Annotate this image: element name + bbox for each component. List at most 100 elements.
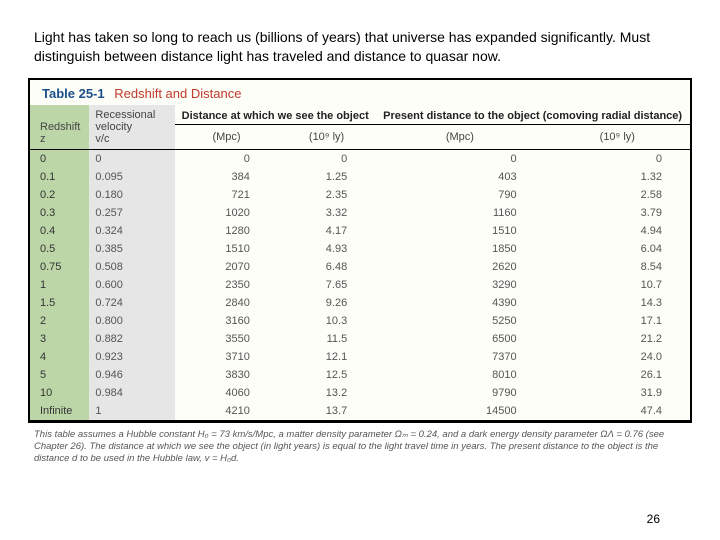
redshift-table: Redshift z Recessional velocity v/c Dist… [30, 105, 690, 421]
table-row: 0.10.0953841.254031.32 [30, 168, 690, 186]
cell-z: 0.3 [30, 204, 89, 222]
col-sub-mpc-1: (Mpc) [175, 124, 278, 149]
table-row: 0.30.25710203.3211603.79 [30, 204, 690, 222]
cell-z: 0.1 [30, 168, 89, 186]
cell-d1-mpc: 3830 [175, 366, 278, 384]
cell-vc: 0.984 [89, 384, 175, 402]
table-row: 0.40.32412804.1715104.94 [30, 222, 690, 240]
cell-d2-ly: 1.32 [545, 168, 690, 186]
cell-d1-mpc: 0 [175, 149, 278, 168]
cell-vc: 0.257 [89, 204, 175, 222]
cell-z: 0.75 [30, 258, 89, 276]
col-group-seen-distance: Distance at which we see the object [175, 105, 375, 125]
cell-d2-mpc: 4390 [375, 294, 544, 312]
cell-d1-mpc: 2070 [175, 258, 278, 276]
cell-d1-ly: 7.65 [278, 276, 375, 294]
col-sub-ly-2: (10⁹ ly) [545, 124, 690, 149]
cell-vc: 0.095 [89, 168, 175, 186]
cell-d2-mpc: 5250 [375, 312, 544, 330]
table-row: 100.984406013.2979031.9 [30, 384, 690, 402]
cell-d2-ly: 31.9 [545, 384, 690, 402]
cell-vc: 0.800 [89, 312, 175, 330]
cell-d2-mpc: 403 [375, 168, 544, 186]
cell-d1-ly: 12.5 [278, 366, 375, 384]
cell-z: 5 [30, 366, 89, 384]
cell-d2-ly: 8.54 [545, 258, 690, 276]
cell-d1-ly: 4.17 [278, 222, 375, 240]
table-row: 000000 [30, 149, 690, 168]
col-header-redshift: Redshift z [30, 105, 89, 150]
cell-d1-ly: 4.93 [278, 240, 375, 258]
cell-d2-ly: 3.79 [545, 204, 690, 222]
table-row: 40.923371012.1737024.0 [30, 348, 690, 366]
cell-d2-mpc: 8010 [375, 366, 544, 384]
cell-d2-ly: 4.94 [545, 222, 690, 240]
cell-d2-ly: 0 [545, 149, 690, 168]
cell-d2-ly: 47.4 [545, 402, 690, 421]
cell-d2-ly: 2.58 [545, 186, 690, 204]
cell-z: Infinite [30, 402, 89, 421]
cell-z: 0 [30, 149, 89, 168]
cell-vc: 0 [89, 149, 175, 168]
cell-d2-ly: 6.04 [545, 240, 690, 258]
cell-vc: 0.508 [89, 258, 175, 276]
table-title: Table 25-1 Redshift and Distance [30, 80, 690, 105]
table-row: 50.946383012.5801026.1 [30, 366, 690, 384]
table-row: Infinite1421013.71450047.4 [30, 402, 690, 421]
cell-vc: 0.600 [89, 276, 175, 294]
cell-vc: 1 [89, 402, 175, 421]
table-row: 0.20.1807212.357902.58 [30, 186, 690, 204]
cell-d1-ly: 1.25 [278, 168, 375, 186]
cell-d1-mpc: 1510 [175, 240, 278, 258]
cell-z: 3 [30, 330, 89, 348]
cell-d1-mpc: 721 [175, 186, 278, 204]
table-number: Table 25-1 [42, 86, 105, 101]
table-row: 20.800316010.3525017.1 [30, 312, 690, 330]
cell-vc: 0.923 [89, 348, 175, 366]
cell-d1-ly: 13.2 [278, 384, 375, 402]
cell-d2-mpc: 790 [375, 186, 544, 204]
slide-caption: Light has taken so long to reach us (bil… [0, 0, 720, 78]
cell-d1-ly: 6.48 [278, 258, 375, 276]
cell-d1-ly: 2.35 [278, 186, 375, 204]
cell-d2-mpc: 0 [375, 149, 544, 168]
cell-d1-mpc: 3710 [175, 348, 278, 366]
cell-vc: 0.882 [89, 330, 175, 348]
table-row: 0.750.50820706.4826208.54 [30, 258, 690, 276]
cell-d1-mpc: 4060 [175, 384, 278, 402]
cell-d2-mpc: 1510 [375, 222, 544, 240]
redshift-table-container: Table 25-1 Redshift and Distance Redshif… [28, 78, 692, 423]
table-footnote: This table assumes a Hubble constant H₀ … [0, 423, 720, 466]
cell-vc: 0.946 [89, 366, 175, 384]
cell-z: 10 [30, 384, 89, 402]
cell-d1-mpc: 2350 [175, 276, 278, 294]
cell-d1-mpc: 1280 [175, 222, 278, 240]
cell-d1-mpc: 1020 [175, 204, 278, 222]
cell-z: 2 [30, 312, 89, 330]
col-header-velocity: Recessional velocity v/c [89, 105, 175, 150]
cell-z: 0.5 [30, 240, 89, 258]
table-row: 30.882355011.5650021.2 [30, 330, 690, 348]
table-name: Redshift and Distance [114, 86, 241, 101]
table-row: 10.60023507.65329010.7 [30, 276, 690, 294]
cell-d2-mpc: 1160 [375, 204, 544, 222]
cell-d2-mpc: 14500 [375, 402, 544, 421]
cell-vc: 0.324 [89, 222, 175, 240]
col-group-present-distance: Present distance to the object (comoving… [375, 105, 690, 125]
cell-d2-ly: 24.0 [545, 348, 690, 366]
cell-d1-ly: 10.3 [278, 312, 375, 330]
col-sub-ly-1: (10⁹ ly) [278, 124, 375, 149]
cell-d2-ly: 26.1 [545, 366, 690, 384]
cell-d1-mpc: 3160 [175, 312, 278, 330]
cell-d1-ly: 12.1 [278, 348, 375, 366]
cell-z: 4 [30, 348, 89, 366]
cell-vc: 0.724 [89, 294, 175, 312]
cell-d1-mpc: 384 [175, 168, 278, 186]
table-row: 0.50.38515104.9318506.04 [30, 240, 690, 258]
cell-d2-ly: 10.7 [545, 276, 690, 294]
cell-d2-ly: 17.1 [545, 312, 690, 330]
cell-d1-ly: 3.32 [278, 204, 375, 222]
cell-d1-ly: 13.7 [278, 402, 375, 421]
cell-z: 1.5 [30, 294, 89, 312]
cell-d2-mpc: 1850 [375, 240, 544, 258]
